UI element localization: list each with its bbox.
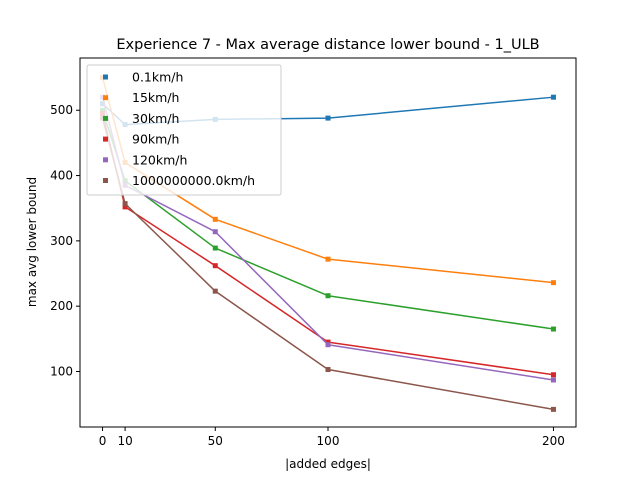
legend-marker <box>103 95 108 101</box>
data-point-0-1km-h <box>325 115 331 121</box>
data-point-90km-h <box>550 372 556 378</box>
data-point-30km-h <box>550 326 556 332</box>
legend-entry-label: 1000000000.0km/h <box>132 173 255 188</box>
legend-entry-label: 15km/h <box>132 90 179 105</box>
legend-entry-label: 0.1km/h <box>132 70 183 85</box>
legend-marker <box>103 157 108 163</box>
legend-marker <box>103 178 108 183</box>
legend: 0.1km/h 15km/h 30km/h 90km/h 120km/h 10000000… <box>86 64 282 196</box>
legend-entry-label: 30km/h <box>132 111 179 126</box>
x-tick-label: 100 <box>317 434 340 448</box>
legend-marker <box>103 115 108 121</box>
data-point-15km-h <box>550 280 556 286</box>
y-axis: 100 200 300 400 500 <box>50 103 80 378</box>
data-point-0-1km-h <box>550 94 556 100</box>
y-axis-label: max avg lower bound <box>25 177 39 307</box>
data-point-15km-h <box>325 256 331 262</box>
data-point-90km-h <box>122 204 128 210</box>
data-point-30km-h <box>212 245 218 251</box>
y-tick-label: 400 <box>50 169 73 183</box>
data-point-1000000000-0km-h <box>122 201 128 207</box>
data-point-120km-h <box>325 342 331 348</box>
y-tick-label: 500 <box>50 103 73 117</box>
legend-marker <box>103 74 108 80</box>
data-point-120km-h <box>212 229 218 235</box>
x-tick-label: 0 <box>99 434 107 448</box>
y-tick-label: 300 <box>50 234 73 248</box>
data-point-15km-h <box>212 216 218 222</box>
data-point-90km-h <box>212 263 218 269</box>
x-tick-label: 50 <box>208 434 223 448</box>
legend-entry-label: 90km/h <box>132 132 179 147</box>
data-point-1000000000-0km-h <box>550 406 556 412</box>
y-tick-label: 100 <box>50 364 73 378</box>
data-point-1000000000-0km-h <box>325 367 331 373</box>
legend-marker <box>103 136 108 142</box>
legend-box <box>86 64 282 196</box>
x-tick-label: 10 <box>117 434 132 448</box>
data-point-30km-h <box>325 293 331 299</box>
x-axis-label: |added edges| <box>285 457 371 471</box>
y-tick-label: 200 <box>50 299 73 313</box>
legend-entry-label: 120km/h <box>132 152 187 167</box>
legend-items: 0.1km/h 15km/h 30km/h 90km/h 120km/h 10000000… <box>103 70 255 188</box>
data-point-90km-h <box>325 339 331 345</box>
data-point-120km-h <box>550 377 556 383</box>
x-tick-label: 200 <box>542 434 565 448</box>
chart-title: Experience 7 - Max average distance lowe… <box>116 37 539 53</box>
data-point-1000000000-0km-h <box>212 288 218 294</box>
x-axis: 0 10 50 100 200 <box>99 427 565 448</box>
